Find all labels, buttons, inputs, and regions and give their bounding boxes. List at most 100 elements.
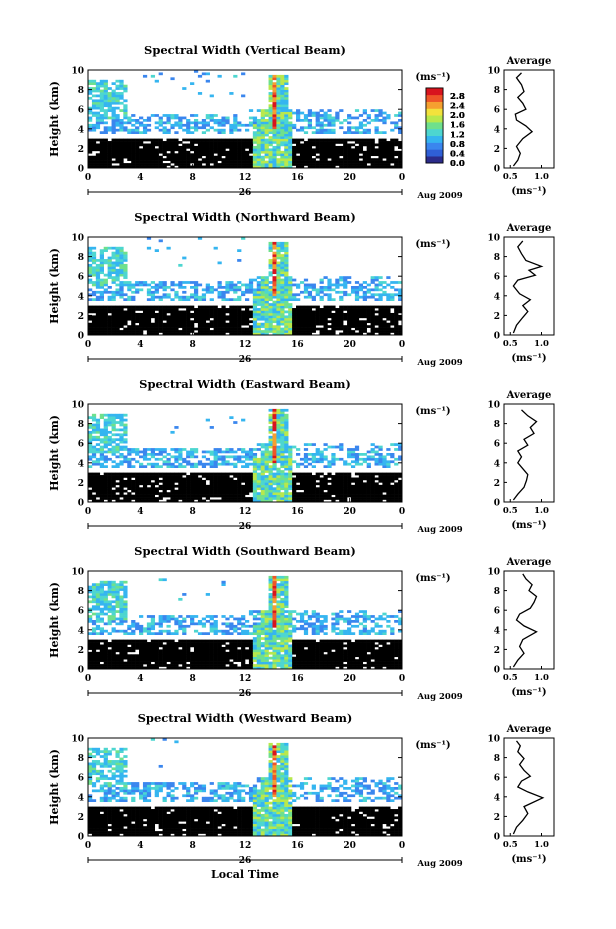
heatmap-cell	[142, 305, 148, 309]
heatmap-cell	[190, 497, 195, 500]
heatmap-cell	[264, 465, 269, 468]
heatmap-cell	[382, 477, 387, 481]
heatmap-cell	[252, 330, 258, 333]
heatmap-cell	[248, 305, 254, 309]
heatmap-cell	[88, 457, 93, 461]
heatmap-cell	[245, 158, 250, 161]
heatmap-cell	[88, 249, 93, 252]
heatmap-cell	[99, 327, 104, 331]
heatmap-cell	[229, 163, 234, 166]
heatmap-cell	[146, 119, 152, 122]
heatmap-cell	[99, 593, 104, 596]
heatmap-cell	[382, 160, 387, 164]
heatmap-cell	[146, 497, 152, 500]
heatmap-cell	[335, 487, 340, 491]
heatmap-cell	[91, 472, 97, 476]
heatmap-cell	[107, 497, 112, 500]
heatmap-cell	[107, 268, 112, 272]
heatmap-cell	[343, 487, 348, 491]
heatmap-cell	[119, 317, 124, 321]
heatmap-cell	[186, 460, 191, 464]
heatmap-cell	[119, 158, 124, 161]
heatmap-cell	[123, 141, 128, 144]
heatmap-cell	[272, 241, 277, 245]
heatmap-cell	[237, 123, 242, 127]
heatmap-cell	[111, 131, 116, 134]
heatmap-cell	[272, 104, 277, 108]
heatmap-cell	[119, 310, 124, 314]
heatmap-cell	[95, 82, 101, 85]
heatmap-cell	[284, 148, 289, 152]
heatmap-cell	[217, 484, 222, 488]
heatmap-cell	[268, 418, 273, 422]
heatmap-cell	[139, 315, 144, 319]
heatmap-cell	[201, 320, 207, 324]
heatmap-cell	[378, 138, 383, 142]
heatmap-cell	[315, 116, 320, 120]
heatmap-cell	[311, 492, 316, 495]
heatmap-cell	[343, 312, 348, 316]
heatmap-cell	[99, 325, 104, 328]
heatmap-cell	[272, 487, 277, 491]
heatmap-cell	[158, 298, 163, 301]
heatmap-cell	[358, 462, 364, 466]
heatmap-cell	[252, 499, 258, 503]
heatmap-cell	[276, 453, 281, 456]
heatmap-cell	[272, 477, 277, 481]
heatmap-cell	[307, 494, 313, 498]
heatmap-cell	[170, 448, 175, 451]
heatmap-cell	[319, 460, 324, 464]
heatmap-cell	[162, 489, 167, 493]
heatmap-cell	[280, 133, 285, 137]
heatmap-cell	[284, 96, 289, 100]
heatmap-cell	[272, 123, 277, 127]
heatmap-cell	[115, 602, 120, 606]
heatmap-cell	[284, 109, 289, 112]
heatmap-cell	[378, 158, 383, 161]
heatmap-cell	[303, 448, 309, 451]
heatmap-cell	[139, 325, 144, 328]
heatmap-cell	[386, 153, 391, 157]
heatmap-cell	[260, 288, 265, 292]
heatmap-cell	[237, 158, 242, 161]
heatmap-cell	[280, 259, 285, 262]
heatmap-cell	[193, 158, 199, 161]
heatmap-cell	[276, 330, 281, 333]
x-tick-label: 0	[85, 173, 91, 183]
heatmap-cell	[123, 89, 128, 93]
heatmap-cell	[193, 479, 199, 483]
heatmap-cell	[374, 293, 379, 297]
heatmap-cell	[241, 465, 246, 468]
heatmap-cell	[91, 475, 97, 478]
heatmap-cell	[272, 433, 277, 437]
heatmap-cell	[225, 141, 230, 144]
heatmap-cell	[166, 128, 171, 132]
heatmap-cell	[362, 475, 367, 478]
heatmap-cell	[272, 293, 277, 297]
heatmap-cell	[303, 155, 309, 159]
heatmap-cell	[339, 315, 344, 319]
heatmap-cell	[111, 423, 116, 427]
heatmap-cell	[103, 418, 108, 422]
heatmap-cell	[158, 143, 163, 147]
heatmap-cell	[362, 143, 367, 147]
heatmap-cell	[303, 126, 309, 130]
average-frame	[503, 403, 555, 503]
heatmap-cell	[115, 475, 120, 478]
heatmap-cell	[284, 263, 289, 267]
heatmap-cell	[256, 298, 261, 301]
heatmap-cell	[103, 138, 108, 142]
heatmap-cell	[319, 148, 324, 152]
heatmap-cell	[296, 462, 301, 466]
heatmap-cell	[158, 450, 163, 454]
heatmap-cell	[382, 119, 387, 122]
heatmap-cell	[284, 413, 289, 417]
heatmap-cell	[119, 330, 124, 333]
heatmap-cell	[123, 489, 128, 493]
heatmap-cell	[91, 163, 97, 166]
heatmap-cell	[382, 153, 387, 157]
heatmap-cell	[260, 445, 265, 449]
heatmap-cell	[264, 467, 269, 471]
heatmap-cell	[343, 482, 348, 486]
